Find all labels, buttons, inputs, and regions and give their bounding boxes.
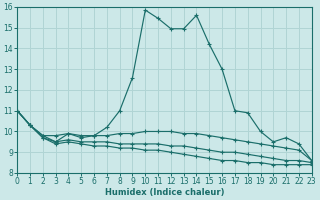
X-axis label: Humidex (Indice chaleur): Humidex (Indice chaleur) — [105, 188, 224, 197]
